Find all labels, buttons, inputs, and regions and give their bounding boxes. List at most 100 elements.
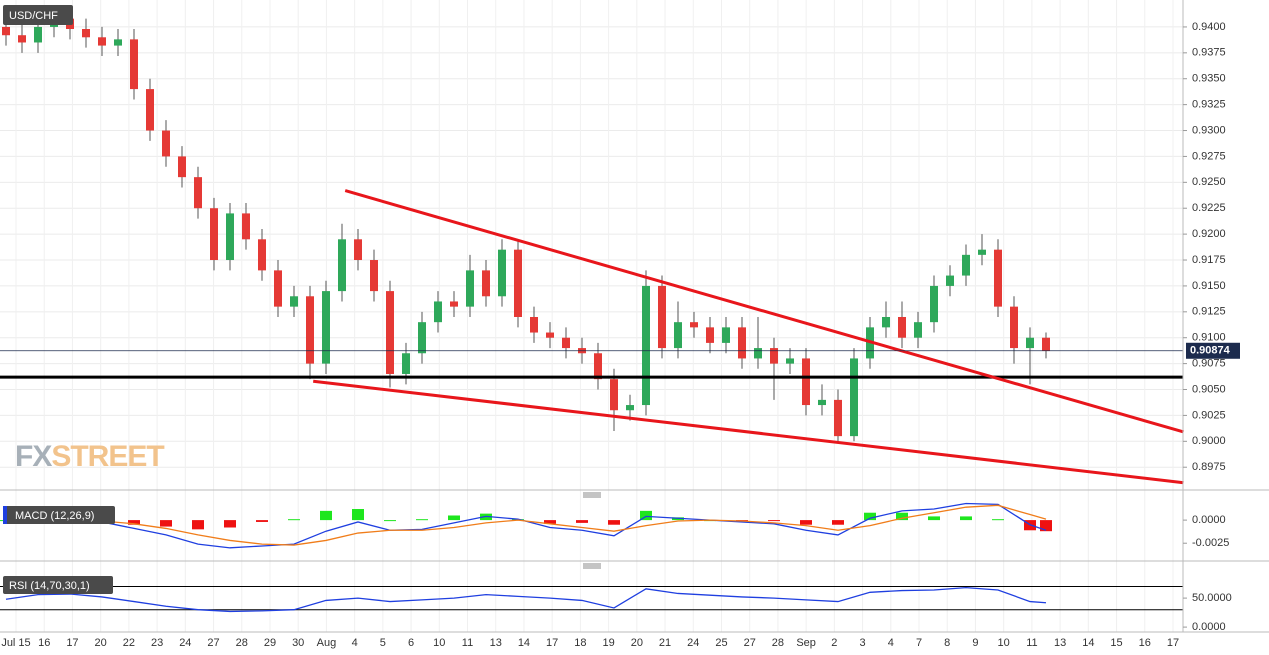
candle-body: [914, 322, 922, 338]
x-tick-label: 11: [462, 637, 473, 649]
x-tick-label: 27: [207, 637, 219, 649]
candle-body: [370, 260, 378, 292]
y-tick-label: 0.9225: [1192, 202, 1226, 214]
histogram-bar: [576, 520, 588, 523]
candle-body: [1026, 337, 1034, 349]
candle-body: [994, 249, 1002, 307]
y-tick-label: 0.9250: [1192, 176, 1226, 188]
candle-body: [1042, 337, 1050, 351]
x-tick-label: 6: [408, 637, 414, 649]
candle-body: [946, 275, 954, 286]
x-tick-label: 24: [179, 637, 191, 649]
histogram-bar: [960, 516, 972, 521]
x-tick-label: 13: [1054, 637, 1066, 649]
candle-body: [498, 249, 506, 297]
candle-body: [690, 322, 698, 328]
x-tick-label: Sep: [796, 637, 816, 649]
x-tick-label: 28: [236, 637, 248, 649]
watermark-street: STREET: [51, 440, 164, 473]
last-price-label: 0.90874: [1190, 345, 1231, 357]
y-tick-label: 0.9275: [1192, 150, 1226, 162]
candle-body: [290, 296, 298, 307]
x-tick-label: 22: [123, 637, 135, 649]
candle-body: [226, 213, 234, 261]
candle-body: [178, 156, 186, 178]
candle-body: [162, 130, 170, 157]
candle-body: [882, 316, 890, 328]
candle-body: [306, 296, 314, 364]
candle-body: [258, 239, 266, 271]
candle-body: [210, 208, 218, 261]
x-tick-label: 27: [744, 637, 756, 649]
histogram-bar: [448, 515, 460, 521]
x-tick-label: Aug: [317, 637, 337, 649]
x-tick-label: 14: [1082, 637, 1094, 649]
histogram-bar: [320, 510, 332, 521]
candle-body: [1010, 306, 1018, 349]
x-tick-label: 14: [518, 637, 530, 649]
candle-body: [82, 29, 90, 38]
histogram-bar: [288, 519, 300, 521]
y-tick-label: 0.9075: [1192, 358, 1226, 370]
x-tick-label: 7: [916, 637, 922, 649]
histogram-bar: [768, 520, 780, 522]
x-tick-label: 16: [1139, 637, 1151, 649]
candle-body: [274, 270, 282, 307]
resize-handle[interactable]: [583, 492, 601, 498]
x-tick-label: 23: [151, 637, 163, 649]
candle-body: [386, 291, 394, 374]
x-tick-label: 19: [602, 637, 614, 649]
histogram-bar: [352, 509, 364, 521]
candle-body: [818, 399, 826, 406]
histogram-bar: [224, 520, 236, 528]
y-tick-label: 0.9000: [1192, 435, 1226, 447]
x-tick-label: 20: [95, 637, 107, 649]
candle-body: [626, 405, 634, 411]
candle-body: [738, 327, 746, 359]
candle-body: [2, 26, 10, 36]
y-tick-label: 0.8975: [1192, 461, 1226, 473]
histogram-bar: [192, 520, 204, 530]
candle-body: [802, 358, 810, 406]
x-tick-label: 2: [831, 637, 837, 649]
marks: [0, 6, 1185, 613]
histogram-bar: [896, 512, 908, 521]
x-tick-label: 18: [574, 637, 586, 649]
rsi-box: [3, 576, 113, 594]
y-tick-label: 0.9175: [1192, 254, 1226, 266]
candle-body: [674, 322, 682, 349]
histogram-bar: [256, 520, 268, 522]
indicator-line: [5, 587, 1047, 613]
x-tick-label: 25: [715, 637, 727, 649]
x-tick-label: Jul 15: [1, 637, 30, 649]
candle-body: [850, 358, 858, 437]
x-tick-label: 11: [1026, 637, 1037, 649]
y-tick-label: 50.0000: [1192, 592, 1232, 604]
resize-handle[interactable]: [583, 563, 601, 569]
candle-body: [514, 249, 522, 317]
histogram-bar: [608, 520, 620, 525]
candle-body: [898, 316, 906, 338]
histogram-bar: [928, 516, 940, 521]
y-tick-label: 0.9025: [1192, 409, 1226, 421]
candle-body: [242, 213, 250, 240]
macd-box: [3, 506, 115, 524]
candle-body: [418, 322, 426, 354]
candle-body: [530, 316, 538, 333]
candle-body: [450, 301, 458, 307]
macd-box-stripe: [3, 506, 7, 524]
candle-body: [658, 285, 666, 349]
indicator-line: [6, 504, 1047, 546]
x-tick-label: 21: [659, 637, 671, 649]
candle-body: [402, 353, 410, 374]
trend-line: [344, 189, 1185, 434]
x-tick-label: 8: [944, 637, 950, 649]
y-tick-label: 0.9325: [1192, 99, 1226, 111]
histogram-bar: [992, 519, 1004, 521]
symbol-label: USD/CHF: [9, 10, 58, 22]
candle-body: [18, 35, 26, 43]
candle-body: [34, 26, 42, 43]
candle-body: [930, 285, 938, 323]
